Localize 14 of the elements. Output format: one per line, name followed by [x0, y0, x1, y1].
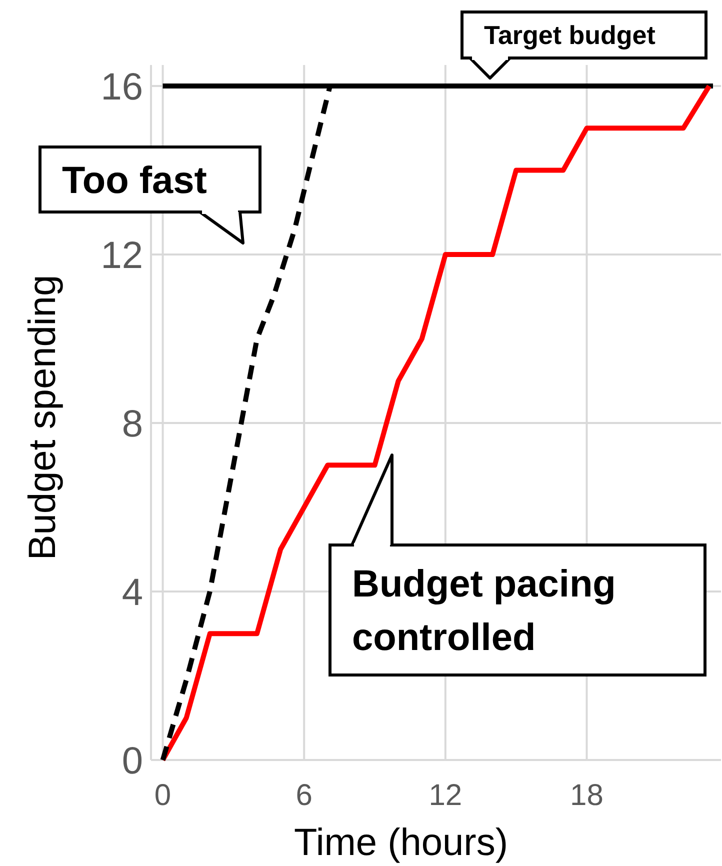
y-tick-label: 12 [100, 234, 143, 277]
x-axis-title: Time (hours) [294, 822, 508, 864]
x-tick-label: 6 [296, 779, 312, 812]
annotation: Too fast [62, 160, 208, 202]
y-axis-title: Budget spending [22, 274, 64, 560]
y-tick-label: 16 [100, 66, 143, 108]
annotation: Budget pacing controlled [352, 564, 616, 659]
y-tick-label: 4 [122, 572, 143, 614]
x-tick-label: 12 [428, 779, 462, 812]
y-tick-label: 0 [122, 740, 143, 782]
y-tick-label: 8 [122, 403, 143, 446]
x-tick-label: 0 [154, 779, 172, 812]
ref-line-label: Target budget [484, 20, 656, 50]
x-tick-label: 18 [570, 779, 604, 812]
